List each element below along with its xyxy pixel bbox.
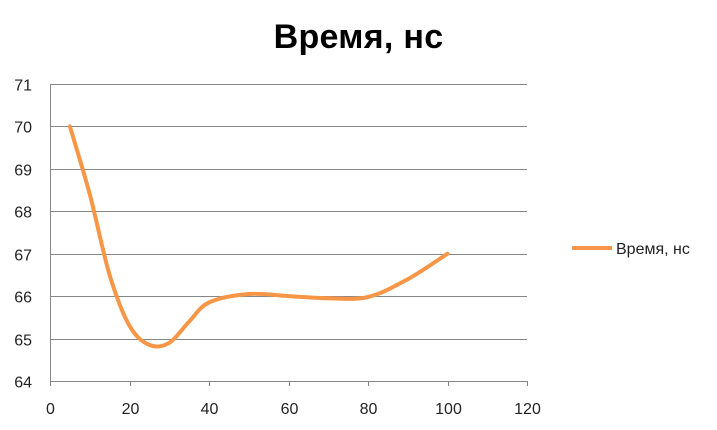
y-tick-label: 69 [14, 163, 32, 180]
y-tick-label: 67 [14, 248, 32, 265]
gridlines [50, 84, 527, 340]
y-tick-label: 70 [14, 120, 32, 137]
x-tick-label: 40 [201, 401, 219, 418]
chart-title: Время, нс [273, 18, 444, 56]
x-tick-label: 0 [46, 401, 55, 418]
y-tick-label: 66 [14, 290, 32, 307]
series-lines [67, 124, 450, 349]
x-tick-label: 20 [122, 401, 140, 418]
x-tick-label: 80 [360, 401, 378, 418]
y-tick-label: 71 [14, 78, 32, 95]
legend: Время, нс [572, 241, 690, 258]
legend-label: Время, нс [616, 241, 690, 258]
y-tick-label: 64 [14, 375, 32, 392]
x-tick-label: 120 [514, 401, 541, 418]
y-axis-tick-labels: 64 65 66 67 68 69 70 71 [14, 78, 32, 392]
x-axis-tick-labels: 0 20 40 60 80 100 120 [46, 401, 541, 418]
axes [50, 84, 528, 386]
y-tick-label: 68 [14, 205, 32, 222]
series-line [67, 124, 450, 349]
y-tick-label: 65 [14, 333, 32, 350]
x-tick-label: 60 [281, 401, 299, 418]
x-tick-label: 100 [435, 401, 462, 418]
